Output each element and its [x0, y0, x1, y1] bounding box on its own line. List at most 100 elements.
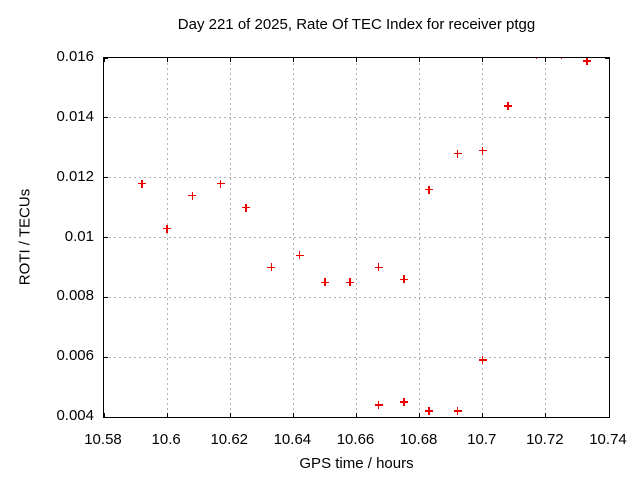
y-tick-mark	[605, 416, 609, 417]
data-point-marker	[267, 263, 276, 272]
data-point-marker	[478, 356, 487, 365]
y-tick-mark	[104, 416, 108, 417]
y-tick-mark	[104, 237, 108, 238]
y-tick-mark	[104, 356, 108, 358]
data-point-marker	[425, 407, 434, 416]
y-tick-mark	[605, 356, 609, 358]
y-gridline	[104, 117, 609, 119]
x-tick-mark	[482, 58, 484, 62]
x-tick-label: 10.6	[151, 431, 181, 448]
x-gridline	[166, 58, 168, 417]
data-point-marker	[346, 278, 355, 287]
y-tick-mark	[605, 177, 609, 179]
y-tick-label: 0.014	[56, 107, 94, 125]
y-tick-label: 0.006	[56, 347, 94, 365]
marker-stroke-v	[535, 58, 538, 60]
data-point-marker	[216, 179, 225, 188]
y-tick-label: 0.008	[56, 287, 94, 305]
marker-stroke-v	[586, 58, 588, 65]
x-tick-label: 10.62	[210, 431, 249, 448]
x-tick-label: 10.58	[84, 431, 122, 448]
marker-stroke-v	[456, 407, 459, 416]
x-tick-mark	[229, 58, 231, 62]
y-tick-mark	[605, 117, 609, 119]
data-point-marker	[163, 224, 172, 233]
x-tick-mark	[292, 58, 294, 62]
x-tick-mark	[419, 58, 421, 62]
x-tick-label: 10.7	[467, 431, 497, 448]
x-tick-label: 10.64	[273, 431, 312, 448]
marker-stroke-v	[507, 101, 509, 110]
y-tick-label: 0.01	[64, 227, 94, 245]
marker-stroke-v	[456, 149, 459, 158]
x-tick-mark	[545, 413, 547, 417]
x-tick-label: 10.74	[589, 431, 627, 448]
marker-stroke-v	[403, 275, 405, 284]
marker-stroke-v	[482, 146, 484, 155]
x-tick-label: 10.66	[336, 431, 375, 448]
data-point-marker	[242, 203, 251, 212]
x-tick-label: 10.72	[526, 431, 564, 448]
x-tick-mark	[104, 58, 105, 62]
data-point-marker	[374, 401, 383, 410]
marker-stroke-v	[141, 179, 143, 188]
y-gridline	[104, 356, 609, 358]
data-point-marker	[399, 398, 408, 407]
x-axis-label: GPS time / hours	[299, 455, 414, 472]
x-tick-mark	[608, 413, 609, 417]
x-gridline	[419, 58, 421, 417]
data-point-marker	[295, 251, 304, 260]
x-tick-mark	[608, 58, 609, 62]
x-tick-mark	[104, 413, 105, 417]
marker-stroke-v	[560, 58, 563, 60]
x-tick-mark	[229, 413, 231, 417]
data-point-marker	[558, 58, 566, 60]
y-tick-label: 0.004	[56, 407, 94, 424]
marker-stroke-v	[166, 224, 168, 233]
y-gridline	[104, 296, 609, 298]
marker-stroke-v	[245, 203, 247, 212]
y-gridline	[104, 237, 609, 238]
data-point-marker	[399, 275, 408, 284]
y-tick-mark	[104, 296, 108, 298]
marker-stroke-v	[298, 251, 301, 260]
x-tick-mark	[419, 413, 421, 417]
marker-stroke-v	[403, 398, 405, 407]
y-tick-mark	[605, 58, 609, 59]
marker-stroke-v	[428, 185, 430, 194]
x-tick-mark	[482, 413, 484, 417]
x-tick-mark	[166, 58, 168, 62]
data-point-marker	[532, 58, 540, 60]
x-tick-label: 10.68	[399, 431, 438, 448]
x-tick-mark	[356, 413, 357, 417]
x-gridline	[229, 58, 231, 417]
marker-stroke-v	[191, 191, 194, 200]
marker-stroke-v	[377, 263, 380, 272]
chart-title: Day 221 of 2025, Rate Of TEC Index for r…	[177, 16, 536, 33]
data-point-marker	[320, 278, 329, 287]
y-tick-mark	[104, 177, 108, 179]
data-point-marker	[504, 101, 512, 110]
plot-area	[103, 57, 610, 418]
marker-stroke-v	[482, 356, 484, 365]
x-tick-mark	[166, 413, 168, 417]
y-tick-mark	[605, 237, 609, 238]
data-point-marker	[582, 58, 591, 65]
x-tick-mark	[545, 58, 547, 62]
marker-stroke-v	[349, 278, 351, 287]
data-point-marker	[453, 407, 462, 416]
y-tick-label: 0.016	[56, 48, 94, 65]
x-gridline	[545, 58, 547, 417]
y-gridline	[104, 177, 609, 179]
y-tick-mark	[605, 296, 609, 298]
data-point-marker	[374, 263, 383, 272]
data-point-marker	[188, 191, 197, 200]
x-gridline	[356, 58, 357, 417]
y-tick-label: 0.012	[56, 167, 94, 185]
data-point-marker	[453, 149, 462, 158]
marker-stroke-v	[377, 401, 380, 410]
marker-stroke-v	[270, 263, 272, 272]
marker-stroke-v	[324, 278, 326, 287]
data-point-marker	[137, 179, 146, 188]
